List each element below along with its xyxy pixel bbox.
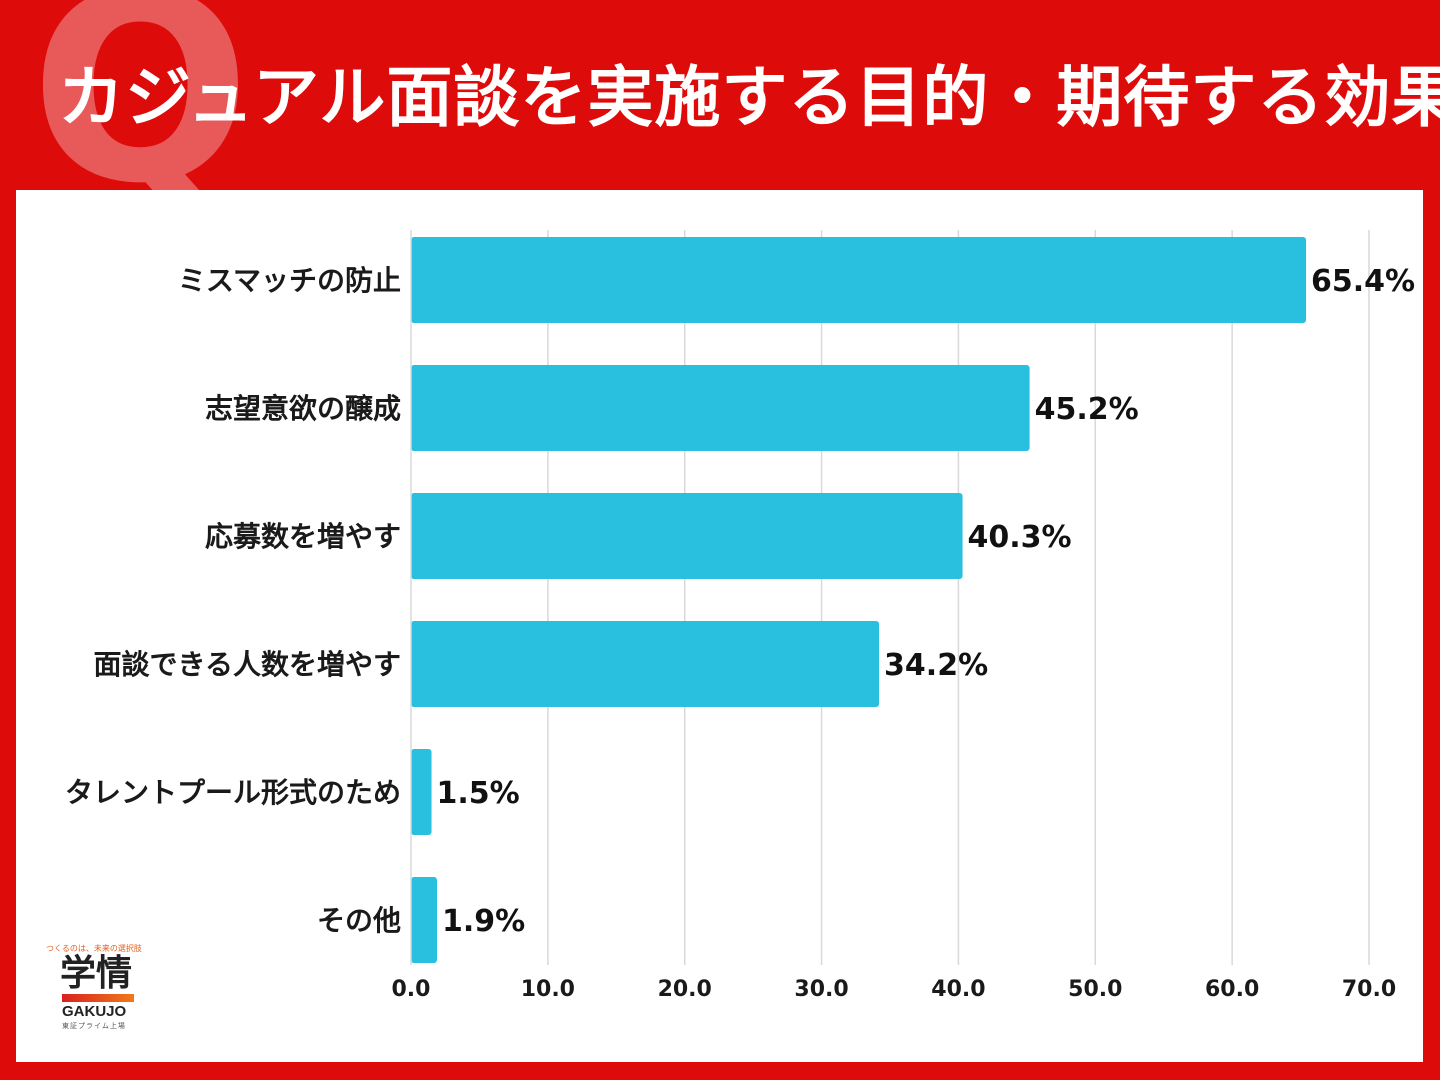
data-label: 65.4% (1311, 264, 1415, 299)
category-label: タレントプール形式のため (65, 776, 401, 809)
logo-romaji: GAKUJO (62, 1003, 127, 1020)
bar (411, 365, 1030, 451)
bar (411, 493, 963, 579)
bar (411, 877, 438, 963)
gakujo-logo: つくるのは、未来の選択肢 学情 GAKUJO 東証プライム上場 (46, 944, 156, 1044)
data-label: 1.9% (442, 904, 525, 939)
bar (411, 621, 880, 707)
x-tick-label: 30.0 (794, 977, 848, 1002)
category-label: 応募数を増やす (205, 520, 401, 553)
bar-chart: 0.0 10.0 20.0 30.0 40.0 50.0 60.0 70.0 ミスマッチの防止 6… (65, 230, 1415, 1002)
x-tick-label: 40.0 (931, 977, 985, 1002)
logo-accent-bar (62, 994, 134, 1002)
bar (411, 749, 432, 835)
x-tick-label: 50.0 (1068, 977, 1122, 1002)
logo-name: 学情 (60, 953, 133, 994)
category-label: 志望意欲の醸成 (205, 392, 401, 425)
data-label: 45.2% (1035, 392, 1139, 427)
x-tick-label: 0.0 (392, 977, 431, 1002)
category-label: 面談できる人数を増やす (94, 648, 401, 681)
q-watermark-letter: Q (30, 0, 252, 241)
x-tick-label: 20.0 (658, 977, 712, 1002)
x-tick-label: 10.0 (521, 977, 575, 1002)
category-label: その他 (317, 904, 401, 937)
bar (411, 237, 1307, 323)
chart-panel: 0.0 10.0 20.0 30.0 40.0 50.0 60.0 70.0 ミスマッチの防止 6… (16, 190, 1423, 1062)
data-label: 40.3% (968, 520, 1072, 555)
logo-tagline: つくるのは、未来の選択肢 (46, 944, 142, 953)
data-label: 34.2% (884, 648, 988, 683)
data-label: 1.5% (437, 776, 520, 811)
logo-listing: 東証プライム上場 (62, 1022, 126, 1030)
x-tick-label: 70.0 (1342, 977, 1396, 1002)
x-tick-label: 60.0 (1205, 977, 1259, 1002)
page-title: カジュアル面談を実施する目的・期待する効果 (58, 59, 1440, 136)
category-label: ミスマッチの防止 (178, 264, 401, 297)
